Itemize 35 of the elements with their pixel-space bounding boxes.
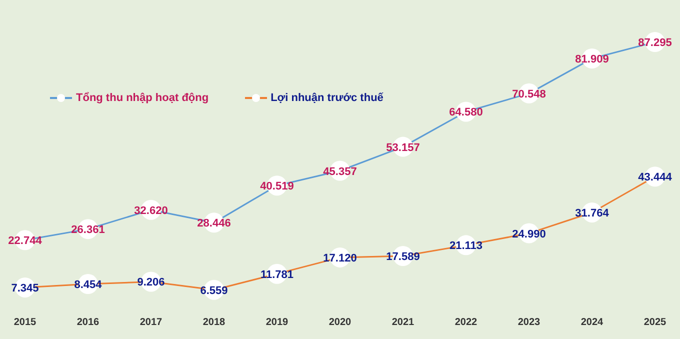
data-label: 9.206 — [137, 276, 165, 289]
data-label: 70.548 — [512, 88, 546, 100]
x-tick-label: 2022 — [454, 317, 478, 328]
data-label: 53.157 — [386, 142, 420, 154]
x-tick-label: 2017 — [140, 317, 163, 328]
data-label: 45.357 — [323, 166, 357, 178]
x-tick-label: 2019 — [266, 317, 289, 328]
data-label: 32.620 — [134, 204, 168, 217]
data-label: 21.113 — [449, 240, 483, 252]
data-label: 11.781 — [260, 268, 294, 281]
data-label: 28.446 — [197, 218, 231, 230]
data-label: 81.909 — [575, 54, 609, 66]
data-label: 43.444 — [638, 172, 673, 184]
data-label: 31.764 — [575, 207, 610, 220]
data-label: 64.580 — [449, 106, 483, 119]
data-label: 26.361 — [71, 224, 105, 236]
x-tick-label: 2021 — [392, 317, 415, 328]
x-tick-label: 2016 — [76, 317, 100, 328]
x-tick-label: 2025 — [644, 317, 667, 328]
data-label: 8.454 — [74, 279, 103, 292]
data-label: 7.345 — [11, 282, 39, 294]
x-tick-label: 2015 — [14, 317, 37, 328]
data-label: 22.744 — [8, 235, 43, 248]
x-tick-label: 2018 — [202, 317, 226, 328]
legend-label: Lợi nhuận trước thuế — [270, 92, 384, 104]
data-label: 24.990 — [512, 228, 546, 240]
x-tick-label: 2020 — [328, 317, 352, 328]
data-label: 17.120 — [323, 252, 357, 264]
x-tick-label: 2024 — [580, 317, 604, 328]
legend-label: Tổng thu nhập hoạt động — [76, 92, 209, 104]
data-label: 6.559 — [200, 284, 228, 297]
data-label: 17.589 — [386, 251, 420, 263]
data-label: 40.519 — [260, 180, 294, 193]
data-label: 87.295 — [638, 37, 672, 49]
x-tick-label: 2023 — [518, 317, 541, 328]
